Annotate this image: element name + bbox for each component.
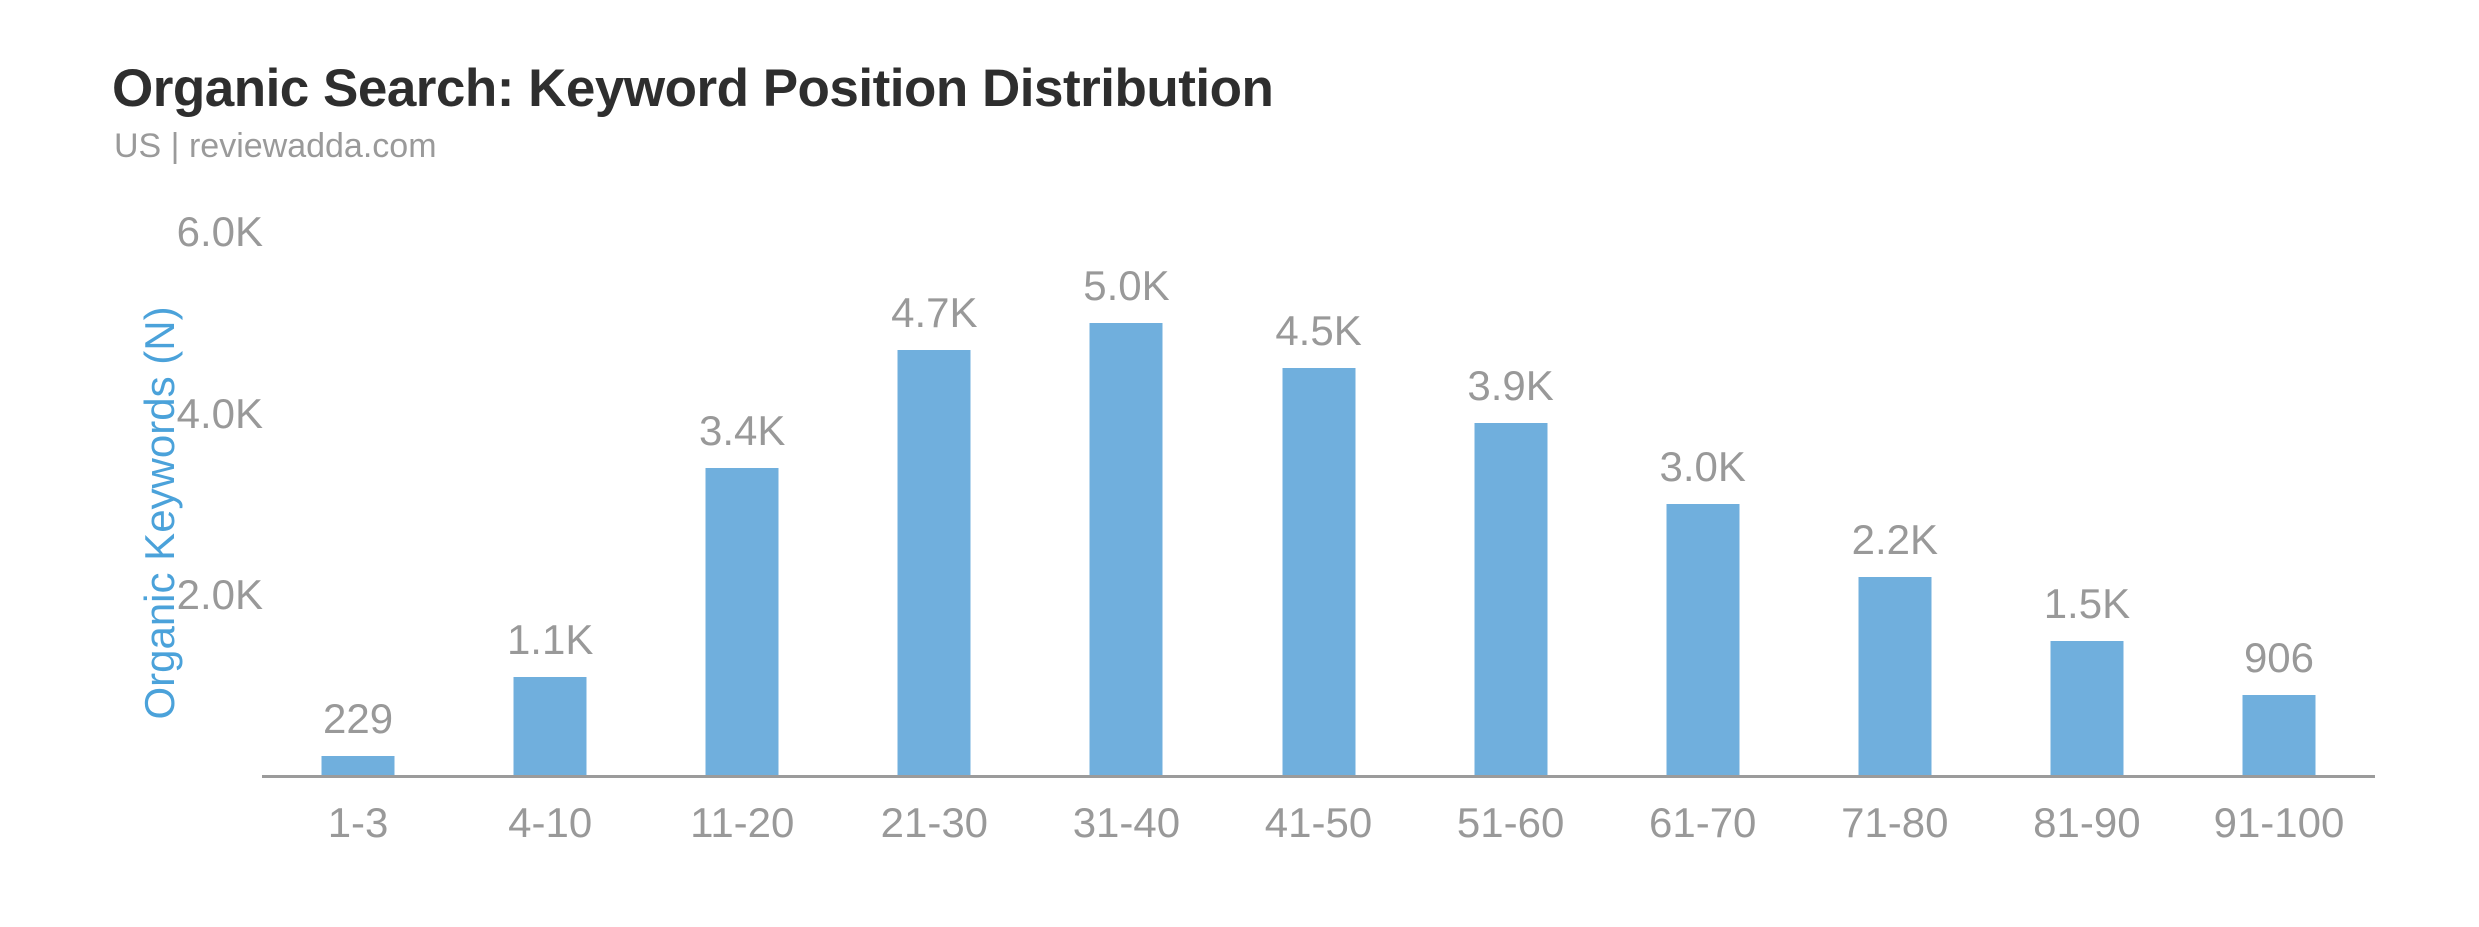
bar-value-label: 4.7K — [891, 289, 978, 336]
y-tick-2k: 2.0K — [176, 571, 263, 618]
bar-slot: 5.0K — [1030, 232, 1222, 777]
bar-chart-plot-area: 229 1.1K 3.4K 4.7K 5.0K 4.5K 3.9K 3.0K 2.2K 1.5K 9… — [262, 232, 2375, 777]
x-axis-label: 51-60 — [1456, 799, 1565, 846]
bar[interactable] — [321, 756, 395, 777]
x-axis-label: 11-20 — [690, 799, 795, 846]
bar-value-label: 229 — [323, 695, 394, 742]
x-axis-label: 1-3 — [327, 799, 389, 846]
x-axis-label: 41-50 — [1264, 799, 1373, 846]
x-axis-label: 4-10 — [508, 799, 593, 846]
bar-slot: 3.9K — [1415, 232, 1607, 777]
y-tick-4k: 4.0K — [176, 390, 263, 437]
bar-slot: 3.4K — [646, 232, 838, 777]
bar[interactable] — [897, 350, 971, 777]
bar[interactable] — [1282, 368, 1356, 777]
x-axis-label: 71-80 — [1841, 799, 1949, 846]
page-title: Organic Search: Keyword Position Distrib… — [112, 59, 1274, 118]
bar-value-label: 3.0K — [1659, 443, 1746, 490]
bar[interactable] — [705, 468, 779, 777]
bar-slot: 2.2K — [1799, 232, 1991, 777]
x-axis-label: 81-90 — [2033, 799, 2141, 846]
y-tick-6k: 6.0K — [176, 208, 263, 255]
bar[interactable] — [1666, 504, 1740, 777]
bar-value-label: 3.4K — [699, 407, 786, 454]
y-axis-title: Organic Keywords (N) — [136, 306, 183, 720]
bar[interactable] — [2242, 695, 2316, 777]
bar-slot: 1.5K — [1991, 232, 2183, 777]
x-axis-label: 31-40 — [1072, 799, 1181, 846]
x-axis-label: 91-100 — [2213, 799, 2345, 846]
bar-value-label: 3.9K — [1467, 362, 1554, 409]
x-axis-label: 21-30 — [880, 799, 989, 846]
chart-subtitle-scope: US | reviewadda.com — [114, 127, 437, 165]
bar-value-label: 5.0K — [1083, 262, 1170, 309]
bar-value-label: 1.5K — [2043, 580, 2131, 627]
bar-value-label: 4.5K — [1275, 307, 1362, 354]
x-axis-line — [262, 775, 2375, 778]
bar-slot: 3.0K — [1607, 232, 1799, 777]
bar-slot: 229 — [262, 232, 454, 777]
bar-value-label: 1.1K — [506, 616, 594, 663]
bar-value-label: 2.2K — [1851, 516, 1938, 563]
bar-slot: 4.5K — [1222, 232, 1414, 777]
x-axis-labels: 1-3 4-10 11-20 21-30 31-40 41-50 51-60 61-70 71-… — [262, 802, 2375, 844]
bar[interactable] — [1089, 323, 1163, 777]
bar[interactable] — [1474, 423, 1548, 777]
bar[interactable] — [2050, 641, 2124, 777]
x-axis-label: 61-70 — [1648, 799, 1757, 846]
bar[interactable] — [1858, 577, 1932, 777]
bar-slot: 906 — [2183, 232, 2375, 777]
bar[interactable] — [513, 677, 587, 777]
bar-value-label: 906 — [2243, 634, 2315, 681]
bar-slot: 4.7K — [838, 232, 1030, 777]
bar-slot: 1.1K — [454, 232, 646, 777]
